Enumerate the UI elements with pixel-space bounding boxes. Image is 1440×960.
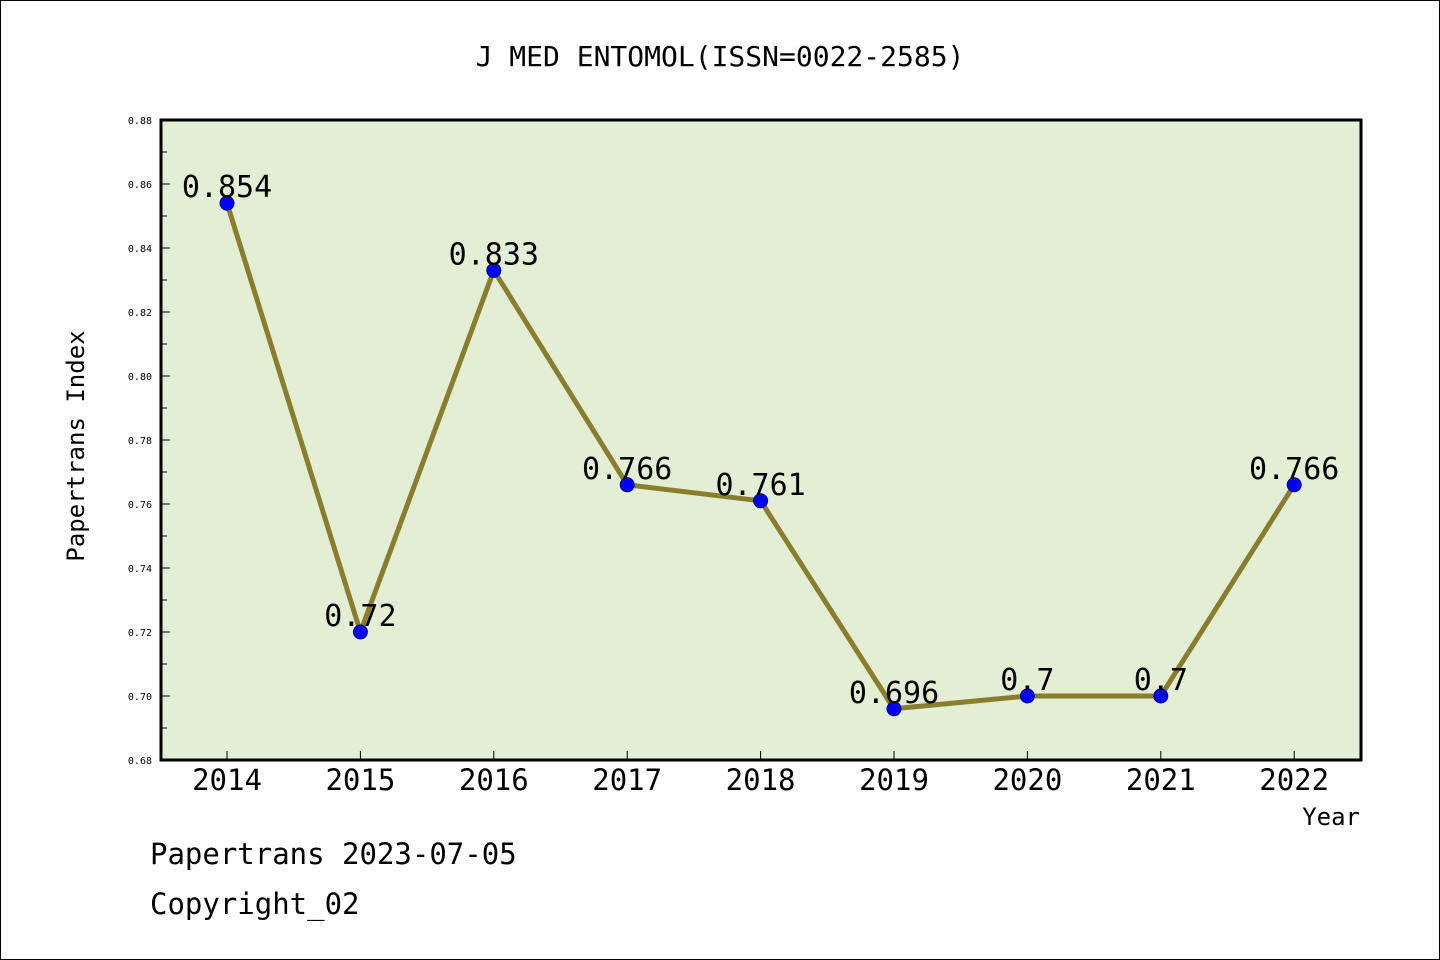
data-label: 0.854 xyxy=(182,170,272,205)
y-tick-label: 0.76 xyxy=(128,500,152,511)
y-tick-label: 0.82 xyxy=(128,308,152,319)
x-tick-label: 2015 xyxy=(325,763,395,797)
y-tick-label: 0.88 xyxy=(128,116,152,127)
y-tick-label: 0.68 xyxy=(128,756,152,767)
y-tick-label: 0.86 xyxy=(128,180,152,191)
x-axis: 2014 2015 2016 2017 2018 2019 2020 2021 2022 xyxy=(192,751,1329,797)
data-label: 0.761 xyxy=(715,468,805,503)
x-tick-label: 2017 xyxy=(592,763,662,797)
data-point xyxy=(619,477,635,493)
plot-area xyxy=(159,118,1363,762)
y-tick-label: 0.72 xyxy=(128,628,152,639)
y-tick-label: 0.70 xyxy=(128,692,152,703)
data-point xyxy=(219,195,235,211)
chart-title: J MED ENTOMOL(ISSN=0022-2585) xyxy=(476,40,965,73)
x-tick-label: 2020 xyxy=(992,763,1062,797)
footer-date: Papertrans 2023-07-05 xyxy=(150,837,517,871)
data-label: 0.696 xyxy=(849,676,939,711)
data-point xyxy=(352,624,368,640)
data-label: 0.766 xyxy=(582,452,672,487)
x-tick-label: 2022 xyxy=(1259,763,1329,797)
data-label: 0.72 xyxy=(324,599,396,634)
y-tick-label: 0.78 xyxy=(128,436,152,447)
data-point xyxy=(753,493,769,509)
y-tick-label: 0.74 xyxy=(128,564,152,575)
x-tick-label: 2016 xyxy=(459,763,529,797)
data-labels: 0.854 0.72 0.833 0.766 0.761 0.696 0.7 0.7 0.766 xyxy=(182,170,1340,711)
y-tick-label: 0.80 xyxy=(128,372,152,383)
data-label: 0.7 xyxy=(1134,663,1188,698)
footer-copyright: Copyright_02 xyxy=(150,887,360,922)
data-point xyxy=(486,262,502,278)
data-label: 0.7 xyxy=(1000,663,1054,698)
data-point xyxy=(1286,477,1302,493)
x-axis-label: Year xyxy=(1302,803,1360,831)
data-label: 0.766 xyxy=(1249,452,1339,487)
series-papertrans-index xyxy=(219,195,1302,717)
y-tick-label: 0.84 xyxy=(128,244,152,255)
x-tick-label: 2014 xyxy=(192,763,262,797)
y-axis: 0.68 0.70 0.72 0.74 0.76 0.78 0.80 0.82 0.84 0.86… xyxy=(128,116,170,767)
y-axis-label: Papertrans Index xyxy=(62,330,90,561)
x-tick-label: 2021 xyxy=(1126,763,1196,797)
x-tick-label: 2018 xyxy=(726,763,796,797)
data-point xyxy=(1153,688,1169,704)
data-point xyxy=(1019,688,1035,704)
data-label: 0.833 xyxy=(449,237,539,272)
x-tick-label: 2019 xyxy=(859,763,929,797)
data-point xyxy=(886,701,902,717)
